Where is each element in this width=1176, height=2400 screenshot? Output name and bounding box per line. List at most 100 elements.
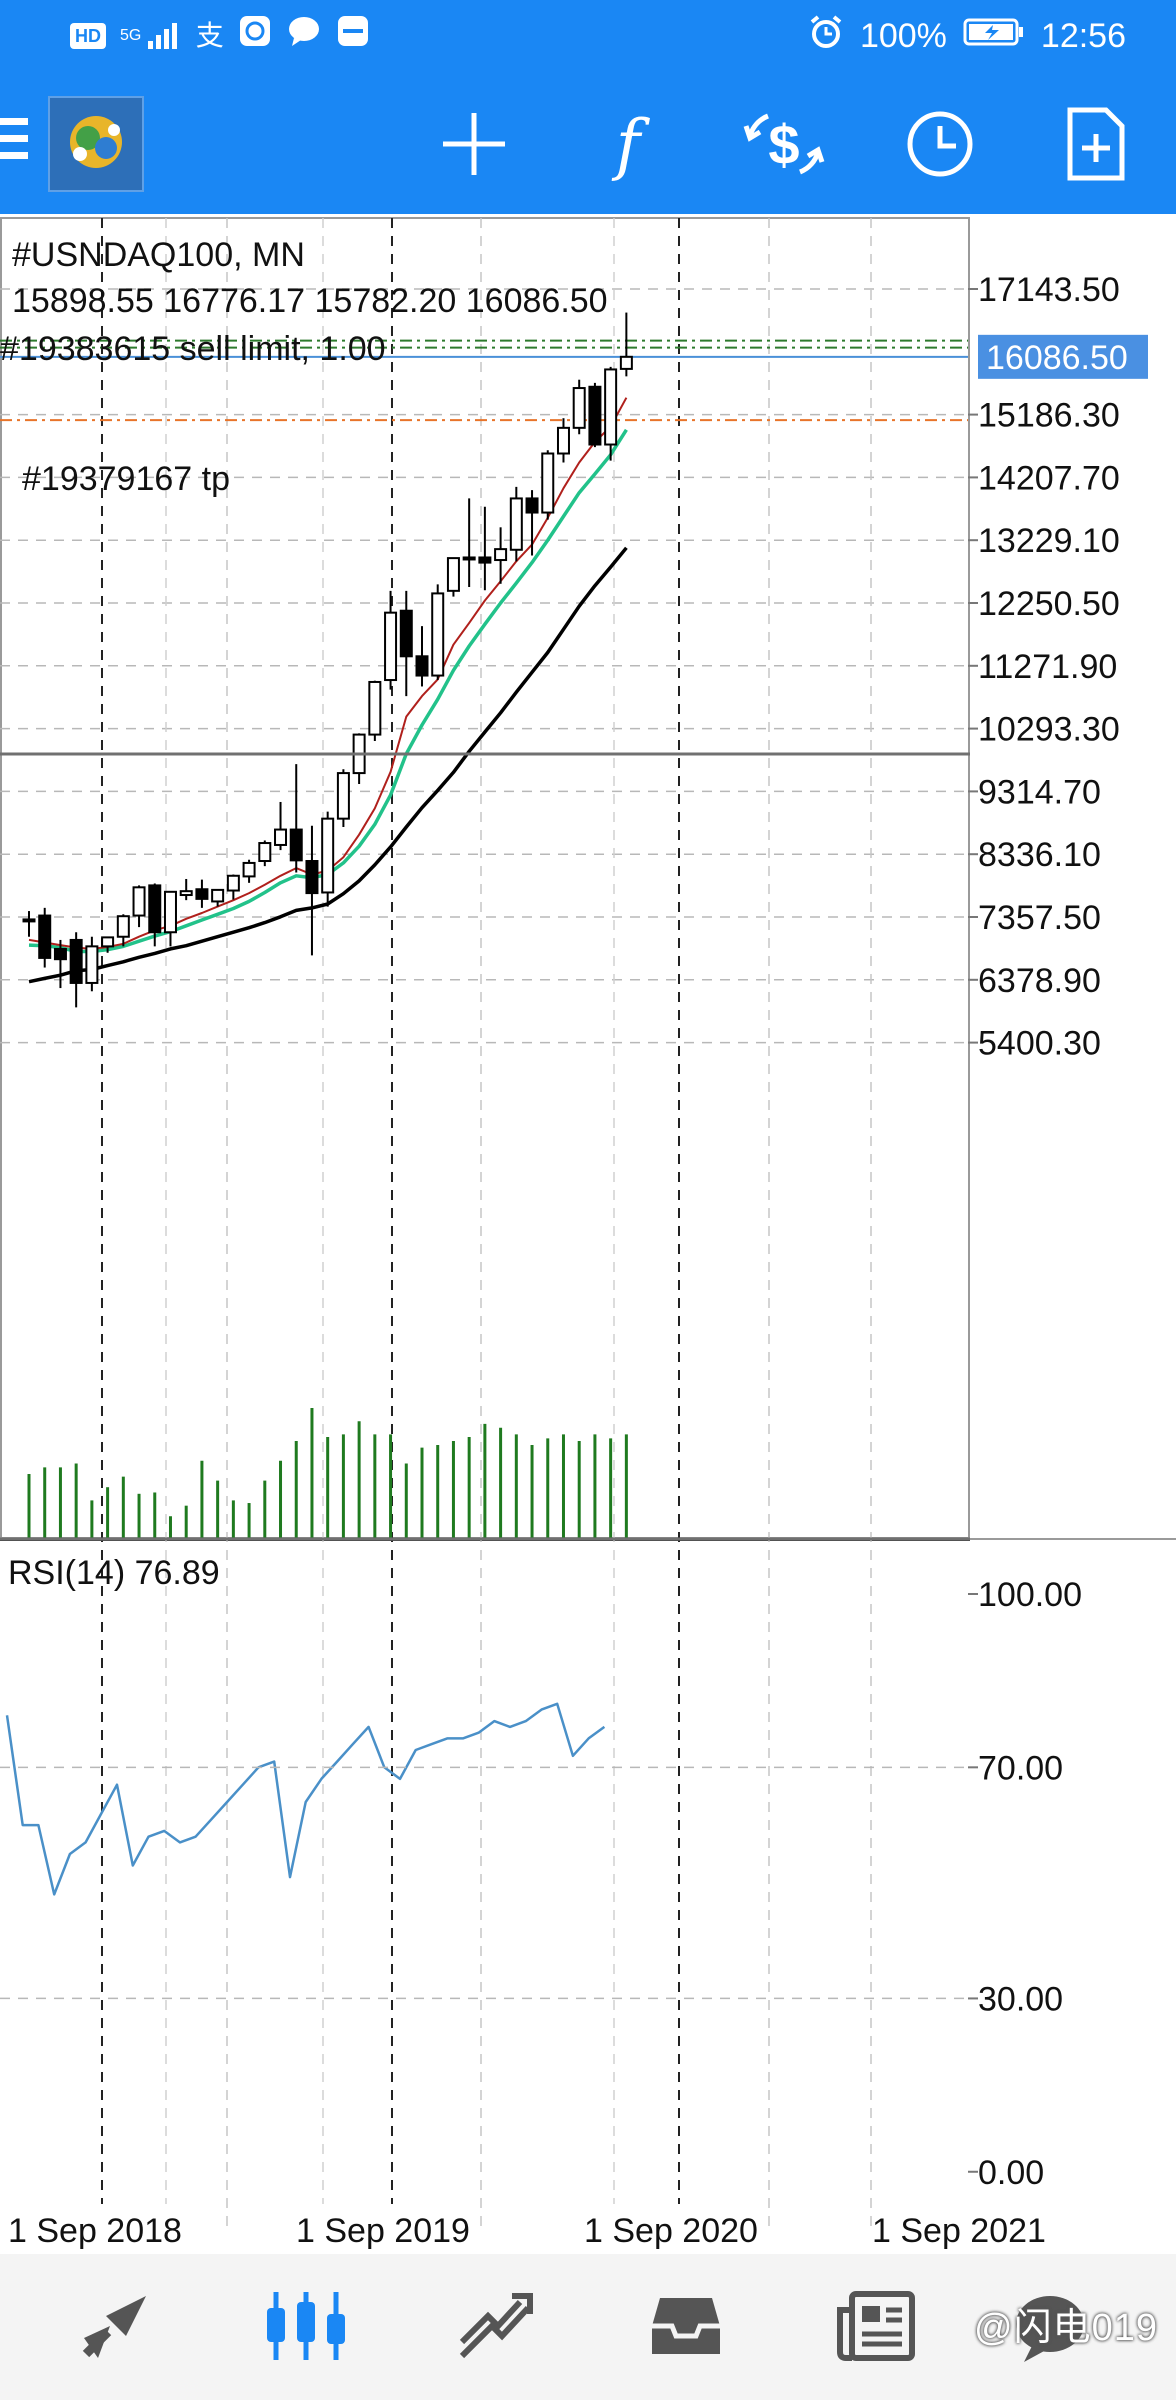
- candle: [541, 450, 555, 520]
- price-axis-label: 13229.10: [978, 522, 1120, 560]
- candle-body-bear: [588, 385, 602, 446]
- candle-body-bull: [226, 874, 240, 892]
- candle: [85, 936, 99, 992]
- candle: [462, 498, 476, 587]
- time-axis: 1 Sep 2018 1 Sep 2019 1 Sep 2020 1 Sep 2021: [8, 2212, 1046, 2250]
- signal-icon: 5G: [120, 21, 182, 51]
- candle: [384, 590, 398, 690]
- candle-body-bull: [336, 772, 350, 820]
- candle-body-bear: [478, 556, 492, 564]
- price-axis-label: 11271.90: [978, 648, 1117, 686]
- trade-nav-icon[interactable]: [436, 2276, 556, 2376]
- candle-body-bull: [462, 556, 476, 561]
- rsi-axis-label: 70.00: [978, 1749, 1063, 1787]
- trade-icon[interactable]: $: [734, 94, 834, 194]
- quotes-icon[interactable]: [56, 2276, 176, 2376]
- history-icon[interactable]: [626, 2276, 746, 2376]
- status-left-icons: HD 5G 支: [70, 14, 370, 57]
- rsi-axis-label: 100.00: [978, 1576, 1082, 1614]
- crosshair-icon[interactable]: [424, 94, 524, 194]
- rsi-line: [5, 1702, 606, 1896]
- candle: [494, 527, 508, 584]
- candle: [69, 932, 83, 1008]
- alarm-icon: [808, 14, 844, 59]
- indicators-glyph: f: [615, 105, 641, 183]
- candle-body-bear: [525, 497, 539, 514]
- candle-body-bull: [22, 918, 36, 923]
- price-axis-label: 9314.70: [978, 773, 1101, 811]
- candle-body-bull: [556, 426, 570, 455]
- candle: [242, 859, 256, 883]
- candle-body-bull: [572, 387, 586, 429]
- candle: [116, 914, 130, 947]
- candle-body-bull: [494, 548, 508, 562]
- sell-limit-label[interactable]: #19383615 sell limit, 1.00: [0, 330, 386, 368]
- price-axis-label: 14207.70: [978, 459, 1120, 497]
- chart-icon[interactable]: [246, 2276, 366, 2376]
- candle: [148, 883, 162, 947]
- candle-body-bull: [446, 557, 460, 592]
- rsi-label: RSI(14) 76.89: [8, 1554, 220, 1592]
- candle: [163, 890, 177, 947]
- candle-body-bear: [53, 947, 67, 961]
- candle-body-bear: [148, 884, 162, 934]
- current-price-badge: [978, 334, 1148, 379]
- candle-body-bull: [163, 890, 177, 934]
- candle-body-bull: [431, 592, 445, 677]
- message-icon: [286, 14, 322, 57]
- new-order-icon[interactable]: [1046, 94, 1146, 194]
- top-app-bar: HD 5G 支 100% 12:56: [0, 0, 1176, 214]
- candle: [368, 680, 382, 742]
- price-axis: 17143.50 15186.30 14207.70 13229.10 12250.50…: [968, 271, 1120, 1063]
- price-axis-label: 10293.30: [978, 711, 1120, 749]
- news-icon[interactable]: [816, 2276, 936, 2376]
- app-logo[interactable]: [48, 96, 144, 192]
- candle: [38, 907, 52, 968]
- candle: [132, 885, 146, 928]
- app-notification-icon: [238, 14, 272, 57]
- candle-body-bear: [69, 938, 83, 984]
- time-axis-label: 1 Sep 2019: [296, 2212, 470, 2250]
- symbol-label: #USNDAQ100, MN: [12, 236, 305, 274]
- candle: [321, 811, 335, 907]
- rsi-axis-label: 0.00: [978, 2154, 1044, 2192]
- timeframe-icon[interactable]: [890, 94, 990, 194]
- candle-body-bull: [101, 936, 115, 948]
- candles: [22, 312, 633, 1008]
- price-axis-label: 7357.50: [978, 899, 1101, 937]
- candle-body-bull: [116, 915, 130, 938]
- signal-label: 5G: [120, 26, 142, 44]
- candle-body-bull: [619, 355, 633, 370]
- menu-icon[interactable]: [0, 118, 32, 168]
- candle: [289, 764, 303, 873]
- candle-body-bull: [211, 888, 225, 903]
- candle-body-bull: [321, 817, 335, 894]
- battery-icon: [963, 17, 1025, 56]
- candle-body-bear: [399, 609, 413, 658]
- order-levels: [0, 339, 968, 422]
- candle-body-bull: [132, 886, 146, 917]
- messages-icon[interactable]: [990, 2276, 1110, 2376]
- price-axis-label: 17143.50: [978, 271, 1120, 309]
- rsi-axis-label: 30.00: [978, 1980, 1063, 2018]
- tp-label[interactable]: #19379167 tp: [22, 460, 230, 498]
- candle: [509, 486, 523, 562]
- svg-text:$: $: [768, 113, 799, 176]
- candle-body-bull: [509, 497, 523, 551]
- candle: [604, 366, 618, 461]
- candle-body-bull: [274, 828, 288, 846]
- ohlc-label: 15898.55 16776.17 15782.20 16086.50: [12, 282, 608, 320]
- candle: [258, 840, 272, 867]
- alipay-icon: 支: [195, 19, 224, 51]
- candle-body-bear: [38, 914, 52, 959]
- chart-canvas[interactable]: 17143.50 15186.30 14207.70 13229.10 12250.50…: [0, 214, 1176, 2254]
- candle: [478, 506, 492, 591]
- candle: [211, 888, 225, 907]
- indicators-icon[interactable]: f: [578, 94, 678, 194]
- status-right-icons: 100% 12:56: [808, 14, 1126, 59]
- candle-body-bull: [242, 861, 256, 878]
- grid-lines: [0, 218, 968, 2234]
- bottom-navigation: [0, 2254, 1176, 2400]
- price-axis-label: 15186.30: [978, 397, 1120, 435]
- candle-body-bear: [305, 860, 319, 895]
